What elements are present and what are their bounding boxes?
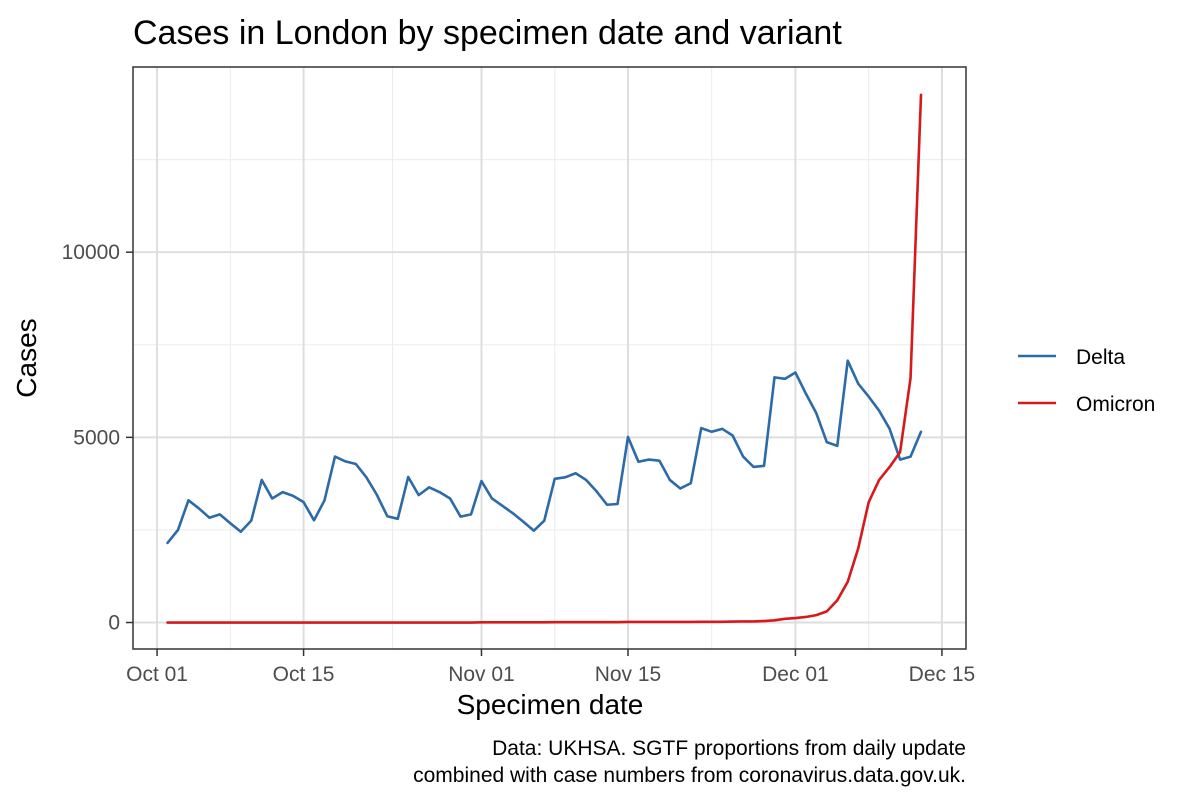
legend: Delta Omicron [1018, 346, 1155, 416]
minor-gridlines [133, 67, 966, 649]
plot-panel [133, 67, 966, 649]
series-line-omicron [166, 93, 923, 624]
plot-border [132, 66, 967, 650]
y-tick-label: 5000 [73, 426, 120, 449]
chart-title: Cases in London by specimen date and var… [133, 14, 842, 52]
legend-label-omicron: Omicron [1076, 393, 1155, 416]
x-tick-label: Nov 01 [448, 663, 515, 686]
x-axis-ticks: Oct 01 Oct 15 Nov 01 Nov 15 Dec 01 Dec 15 [126, 649, 975, 686]
x-tick-label: Dec 15 [909, 663, 976, 686]
x-tick-label: Dec 01 [762, 663, 829, 686]
y-tick-label: 10000 [62, 241, 120, 264]
caption-line-1: Data: UKHSA. SGTF proportions from daily… [492, 737, 966, 760]
x-tick-label: Nov 15 [595, 663, 662, 686]
y-axis-ticks: 0 5000 10000 [62, 241, 133, 635]
series-line-delta [166, 359, 923, 545]
y-tick-label: 0 [108, 612, 120, 635]
x-tick-label: Oct 01 [126, 663, 188, 686]
x-axis-title: Specimen date [457, 689, 644, 720]
caption-line-2: combined with case numbers from coronavi… [413, 764, 966, 787]
x-tick-label: Oct 15 [273, 663, 335, 686]
series-lines [166, 93, 923, 624]
y-axis-title: Cases [11, 318, 42, 397]
legend-label-delta: Delta [1076, 346, 1125, 369]
